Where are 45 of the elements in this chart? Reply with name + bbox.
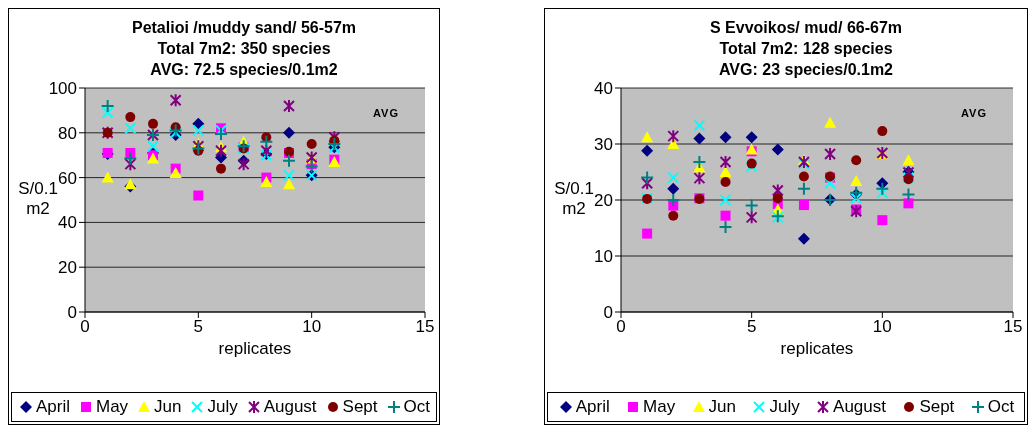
x-tick-label: 15	[415, 317, 435, 337]
x-tick-label: 0	[616, 317, 626, 337]
legend-label: April	[35, 397, 70, 417]
y-tick-label: 20	[58, 258, 77, 278]
legend-label: May	[643, 397, 676, 417]
x-tick-label: 0	[80, 317, 90, 337]
x-axis-title: replicates	[218, 339, 292, 358]
y-tick-label: 0	[67, 303, 77, 323]
legend-label: April	[575, 397, 610, 417]
chart-title: Petalioi /muddy sand/ 56-57m	[130, 18, 358, 38]
legend-label: Jun	[154, 397, 182, 417]
x-tick-label: 5	[746, 317, 757, 337]
legend-label: May	[95, 397, 129, 417]
legend-label: Oct	[403, 397, 430, 417]
y-tick-label: 80	[58, 123, 77, 143]
y-tick-label: 20	[594, 191, 613, 211]
text: AVG: 72.5 species/0.1m2	[149, 60, 339, 80]
legend-label: August	[263, 397, 317, 417]
chart-subtitle: Total 7m2: 128 species	[718, 39, 894, 59]
legend-label: Sept	[342, 397, 378, 417]
legend-label: August	[833, 397, 886, 417]
chart-subtitle: Total 7m2: 350 species	[156, 39, 332, 59]
legend-label: Jun	[708, 397, 737, 417]
legend-label: Oct	[987, 397, 1015, 417]
y-tick-label: 40	[594, 79, 613, 99]
y-tick-label: 10	[594, 247, 613, 267]
legend-label: July	[769, 397, 800, 417]
y-tick-label: 0	[603, 303, 613, 323]
annotation: AVG	[960, 107, 987, 119]
annotation: AVG	[372, 107, 399, 119]
y-tick-label: 40	[58, 213, 77, 233]
chart-title: S Evvoikos/ mud/ 66-67m	[708, 18, 904, 38]
legend-label: July	[207, 397, 238, 417]
y-tick-label: 60	[58, 168, 77, 188]
x-tick-label: 10	[302, 317, 322, 337]
x-tick-label: 10	[872, 317, 892, 337]
x-tick-label: 5	[193, 317, 204, 337]
text: AVG: 23 species/0.1m2	[718, 60, 894, 80]
y-tick-label: 30	[594, 135, 613, 155]
x-axis-title: replicates	[780, 339, 854, 358]
y-tick-label: 100	[48, 79, 77, 99]
y-axis-title: S/0.1 m2	[554, 179, 594, 218]
y-axis-title: S/0.1 m2	[18, 179, 58, 218]
legend-label: Sept	[919, 397, 955, 417]
x-tick-label: 15	[1003, 317, 1023, 337]
